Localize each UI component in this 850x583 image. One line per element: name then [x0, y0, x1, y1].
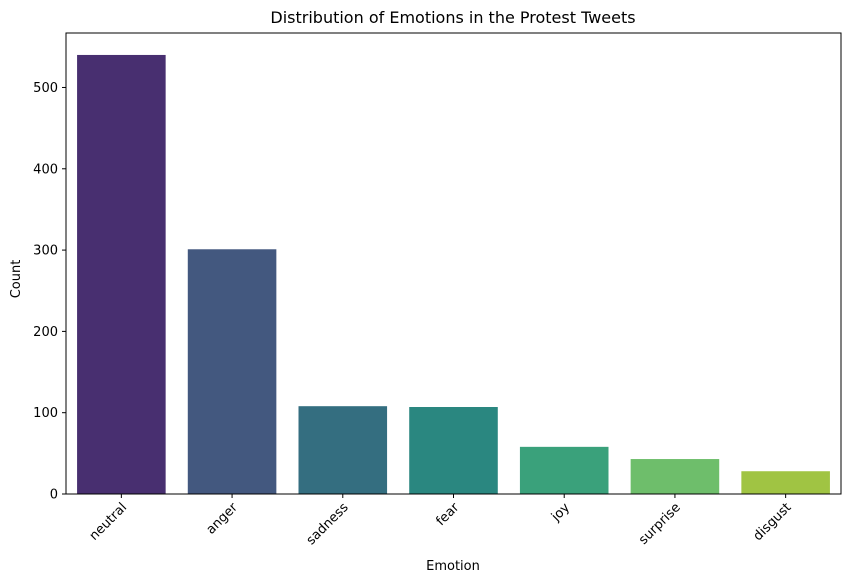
bars-group	[77, 54, 830, 494]
y-tick-label: 100	[33, 406, 58, 421]
x-tick-label-fear: fear	[433, 500, 462, 529]
y-tick-label: 0	[50, 488, 58, 503]
bar-anger	[187, 249, 277, 494]
y-tick-label: 200	[33, 325, 58, 340]
x-axis-title: Emotion	[426, 559, 480, 574]
bar-surprise	[630, 459, 720, 494]
y-tick-label: 500	[33, 81, 58, 96]
y-tick-label: 400	[33, 162, 58, 177]
x-tick-label-joy: joy	[548, 500, 573, 525]
bar-joy	[519, 446, 609, 494]
y-axis-title: Count	[9, 260, 24, 299]
x-tick-label-disgust: disgust	[751, 500, 795, 544]
bar-fear	[409, 407, 498, 494]
plot-frame	[65, 32, 842, 495]
x-axis: neutral anger sadness fear joy surprise disgus…	[87, 494, 795, 548]
bar-disgust	[741, 471, 830, 494]
chart-title: Distribution of Emotions in the Protest …	[270, 8, 635, 27]
y-axis: 0 100 200 300 400 500	[33, 81, 66, 503]
bar-sadness	[298, 406, 388, 494]
x-tick-label-sadness: sadness	[304, 500, 352, 548]
bar-neutral	[77, 54, 166, 494]
x-tick-label-anger: anger	[204, 500, 242, 538]
x-tick-label-surprise: surprise	[636, 500, 684, 548]
y-tick-label: 300	[33, 244, 58, 259]
x-tick-label-neutral: neutral	[87, 500, 130, 543]
